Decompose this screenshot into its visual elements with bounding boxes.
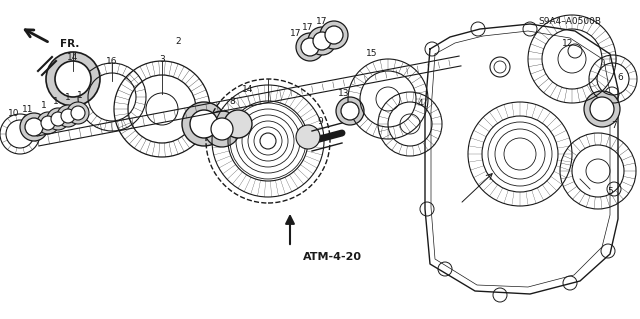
Text: 10: 10 [8,109,20,118]
Circle shape [296,125,320,149]
Text: 1: 1 [77,91,83,100]
Circle shape [320,21,348,49]
Circle shape [336,97,364,125]
Text: 17: 17 [302,23,314,32]
Text: S9A4–A0500B: S9A4–A0500B [538,17,602,26]
Circle shape [20,113,48,141]
Circle shape [584,91,620,127]
Text: 5: 5 [607,187,613,196]
Text: 4: 4 [417,100,423,108]
Circle shape [301,38,319,56]
Text: 17: 17 [291,29,301,39]
Text: 1: 1 [41,100,47,109]
Circle shape [41,116,55,130]
Circle shape [25,118,43,136]
Circle shape [325,26,343,44]
Circle shape [67,102,89,124]
Circle shape [190,110,218,138]
Text: 17: 17 [316,17,328,26]
Text: 3: 3 [159,55,165,63]
Circle shape [57,105,79,127]
Text: 14: 14 [243,85,253,93]
Circle shape [211,118,233,140]
Circle shape [204,111,240,147]
Text: 15: 15 [366,49,378,58]
Circle shape [313,32,331,50]
Circle shape [308,27,336,55]
Text: 11: 11 [22,105,34,114]
Text: 2: 2 [175,36,181,46]
Text: 8: 8 [229,97,235,106]
Circle shape [51,112,65,126]
Text: 12: 12 [563,40,573,48]
Circle shape [61,109,75,123]
Circle shape [37,112,59,134]
Circle shape [341,102,359,120]
Circle shape [55,61,91,97]
Circle shape [224,110,252,138]
Text: ATM-4-20: ATM-4-20 [303,252,362,262]
Circle shape [296,33,324,61]
Circle shape [182,102,226,146]
Text: 7: 7 [611,122,617,130]
Text: 14: 14 [67,53,79,62]
Circle shape [590,97,614,121]
Circle shape [71,106,85,120]
Circle shape [47,108,69,130]
Text: 9: 9 [317,116,323,125]
Text: 16: 16 [106,56,118,65]
Text: 6: 6 [617,72,623,81]
Text: 1: 1 [65,93,71,102]
Circle shape [46,52,100,106]
Text: 1: 1 [53,97,59,106]
Text: 13: 13 [339,90,349,99]
Text: FR.: FR. [60,39,79,49]
